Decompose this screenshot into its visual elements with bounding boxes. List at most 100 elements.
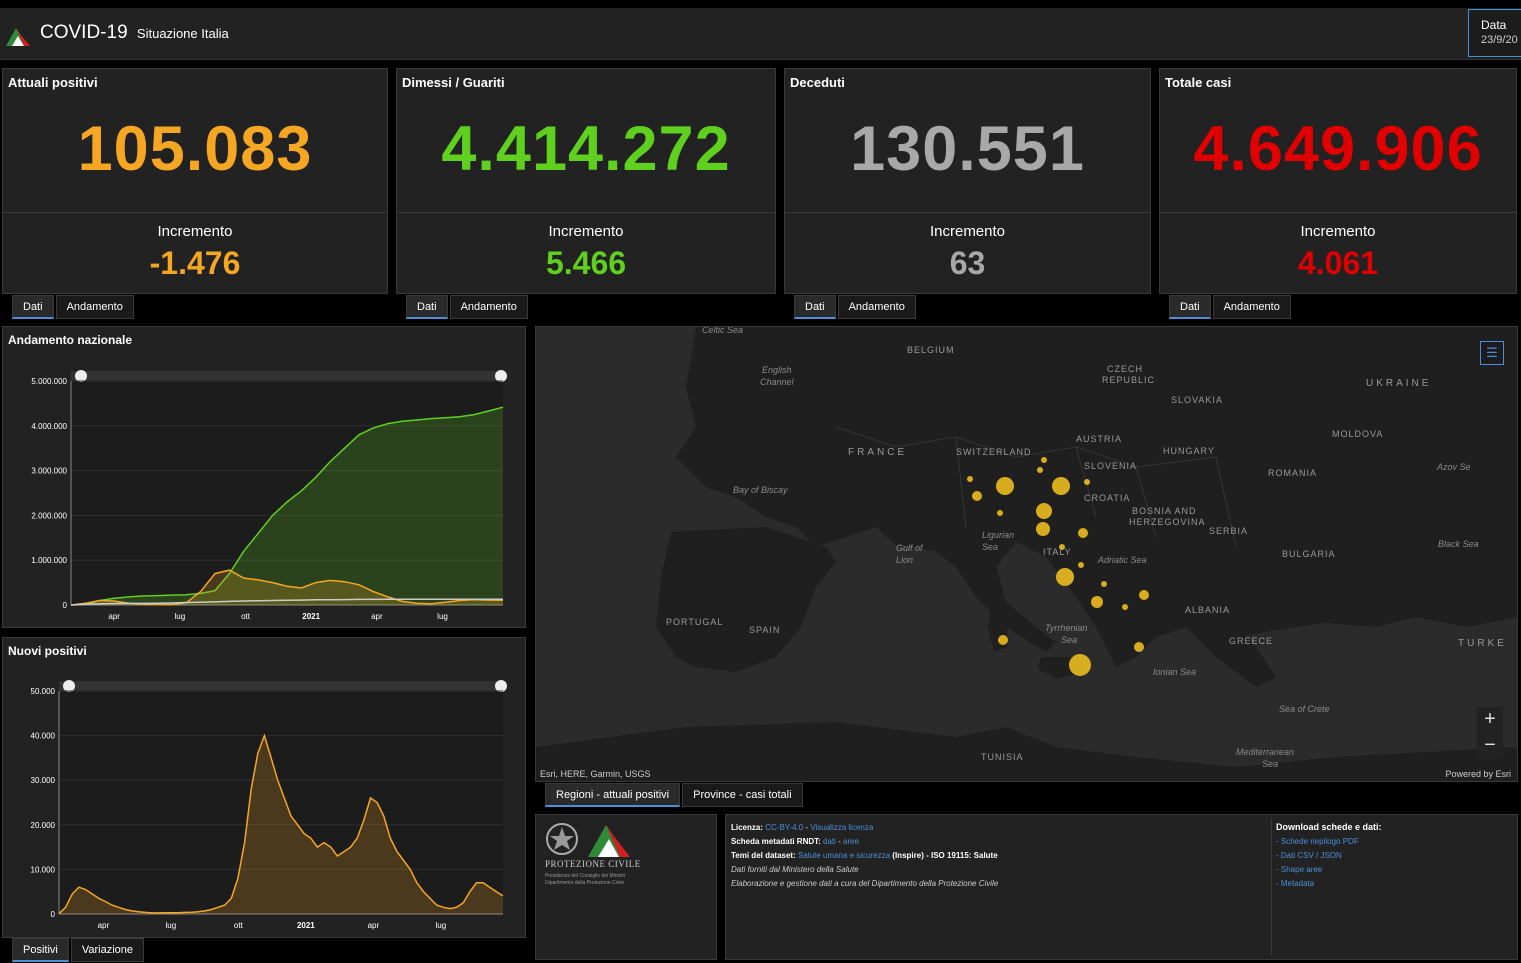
- tab-andamento[interactable]: Andamento: [55, 295, 134, 319]
- x-tick-label: apr: [371, 612, 383, 621]
- protezione-civile-logo-icon: [588, 825, 630, 857]
- download-pdf-link[interactable]: - Schede riepilogo PDF: [1276, 837, 1359, 846]
- map-label-sea: Adriatic Sea: [1098, 555, 1147, 565]
- map-attribution: Esri, HERE, Garmin, USGS: [540, 769, 651, 779]
- info-fonte-text: Dati forniti dal Ministero della Salute: [731, 865, 859, 874]
- card-increment-value: 4.061: [1297, 245, 1379, 281]
- map-bubble: [1052, 477, 1070, 495]
- x-tick-label: lug: [175, 612, 186, 621]
- range-slider-track[interactable]: [71, 371, 503, 381]
- series-area: [71, 570, 503, 605]
- map-label-country: BOSNIA AND: [1132, 506, 1197, 516]
- logo-subtitle: Dipartimento della Protezione Civile: [545, 880, 625, 886]
- map-label-country: TURKE: [1458, 638, 1507, 649]
- x-tick-label: 2021: [297, 921, 315, 930]
- range-slider-handle-left[interactable]: [75, 370, 87, 382]
- map-label-sea: English: [762, 365, 792, 375]
- map-tabs: Regioni - attuali positivi Province - ca…: [545, 783, 805, 807]
- range-slider-handle-right[interactable]: [495, 680, 507, 692]
- logo-subtitle: Presidenza del Consiglio dei Ministri: [545, 873, 626, 879]
- y-tick-label: 20.000: [31, 821, 56, 830]
- zoom-in-button[interactable]: +: [1477, 707, 1503, 733]
- map-label-sea: Azov Se: [1437, 462, 1471, 472]
- tab-andamento[interactable]: Andamento: [449, 295, 528, 319]
- tab-dati[interactable]: Dati: [12, 295, 54, 319]
- land-sardinia: [988, 607, 1008, 652]
- range-slider-handle-left[interactable]: [63, 680, 75, 692]
- map-label-country: BULGARIA: [1282, 549, 1336, 559]
- list-icon: ☰: [1486, 345, 1498, 360]
- map-powered-by[interactable]: Powered by Esri: [1445, 769, 1511, 779]
- chart-andamento-nazionale-svg: 0 1.000.000 2.000.000 3.000.000 4.000.000 5.0…: [31, 370, 507, 621]
- series-line: [70, 406, 504, 606]
- card-title: Dimessi / Guariti: [402, 75, 505, 90]
- download-csv-link[interactable]: - Dati CSV / JSON: [1276, 851, 1342, 860]
- map-label-sea: Celtic Sea: [702, 326, 744, 335]
- map-label-country: AUSTRIA: [1076, 434, 1123, 444]
- metadati-aree-link[interactable]: aree: [843, 837, 860, 846]
- date-label: Data: [1481, 18, 1507, 32]
- card-deceduti: Deceduti 130.551 Incremento 63: [784, 68, 1151, 294]
- date-selector[interactable]: Data 23/9/20: [1468, 9, 1521, 57]
- licenza-link[interactable]: CC-BY-4.0: [765, 823, 804, 832]
- tab-province[interactable]: Province - casi totali: [682, 783, 803, 807]
- tab-variazione[interactable]: Variazione: [70, 938, 145, 962]
- card-increment-label: Incremento: [1300, 223, 1376, 240]
- tab-regioni[interactable]: Regioni - attuali positivi: [545, 783, 681, 807]
- card-tabs-deceduti: Dati Andamento: [794, 295, 918, 319]
- download-metadata-link[interactable]: - Metadata: [1276, 879, 1315, 888]
- map-label-sea: Bay of Biscay: [733, 485, 788, 495]
- tab-dati[interactable]: Dati: [406, 295, 448, 319]
- range-slider-handle-right[interactable]: [495, 370, 507, 382]
- chart-andamento-nazionale: 0 1.000.000 2.000.000 3.000.000 4.000.000 5.0…: [2, 326, 526, 628]
- map-bubble: [972, 491, 982, 501]
- y-tick-label: 4.000.000: [31, 422, 67, 431]
- visualizza-licenza-link[interactable]: Visualizza licenza: [810, 823, 874, 832]
- card-divider: [3, 212, 387, 213]
- x-tick-label: lug: [435, 921, 446, 930]
- tab-andamento[interactable]: Andamento: [837, 295, 916, 319]
- map-label-sea: Sea: [1262, 759, 1279, 769]
- map-bubble: [1078, 562, 1084, 568]
- separator: -: [803, 823, 811, 832]
- zoom-out-button[interactable]: −: [1477, 733, 1503, 759]
- info-fonte: Dati forniti dal Ministero della Salute: [731, 865, 859, 874]
- map-label-country: MOLDOVA: [1332, 429, 1384, 439]
- app-subtitle: Situazione Italia: [136, 26, 229, 41]
- map-label-country: SLOVENIA: [1084, 461, 1138, 471]
- y-tick-label: 10.000: [31, 865, 56, 874]
- logo-title: PROTEZIONE CIVILE: [545, 859, 641, 869]
- land-iberia: [656, 527, 836, 672]
- map-label-country: FRANCE: [848, 447, 908, 458]
- map-bubble: [1069, 654, 1091, 676]
- x-tick-label: apr: [368, 921, 380, 930]
- y-tick-label: 5.000.000: [31, 377, 67, 386]
- tab-dati[interactable]: Dati: [794, 295, 836, 319]
- map-label-sea: Mediterranean: [1236, 747, 1295, 757]
- map-label-country: ALBANIA: [1185, 605, 1231, 615]
- tab-dati[interactable]: Dati: [1169, 295, 1211, 319]
- map-bubble: [1101, 581, 1107, 587]
- y-tick-label: 2.000.000: [31, 511, 67, 520]
- map[interactable]: Celtic Sea BELGIUM English Channel CZECH…: [535, 326, 1518, 782]
- map-label-country: SLOVAKIA: [1171, 395, 1223, 405]
- map-bubble: [1078, 528, 1088, 538]
- tab-positivi[interactable]: Positivi: [12, 938, 69, 962]
- licenza-label: Licenza:: [731, 823, 764, 832]
- map-label-sea: Sea: [982, 542, 999, 552]
- card-divider: [397, 212, 775, 213]
- info-elaborazione-text: Elaborazione e gestione dati a cura del …: [731, 879, 999, 888]
- info-divider: [1271, 819, 1272, 955]
- y-tick-label: 1.000.000: [31, 556, 67, 565]
- map-label-country: SERBIA: [1209, 526, 1249, 536]
- tab-andamento[interactable]: Andamento: [1212, 295, 1291, 319]
- y-tick-label: 0: [51, 910, 56, 919]
- download-shape-link[interactable]: - Shape aree: [1276, 865, 1323, 874]
- temi-link[interactable]: Salute umana e sicurezza: [798, 851, 891, 860]
- legend-list-button[interactable]: ☰: [1480, 341, 1504, 365]
- metadati-dati-link[interactable]: dati: [823, 837, 836, 846]
- map-bubble: [1091, 596, 1103, 608]
- map-label-sea: Channel: [760, 377, 794, 387]
- range-slider-track[interactable]: [59, 681, 503, 691]
- map-bubble: [997, 510, 1003, 516]
